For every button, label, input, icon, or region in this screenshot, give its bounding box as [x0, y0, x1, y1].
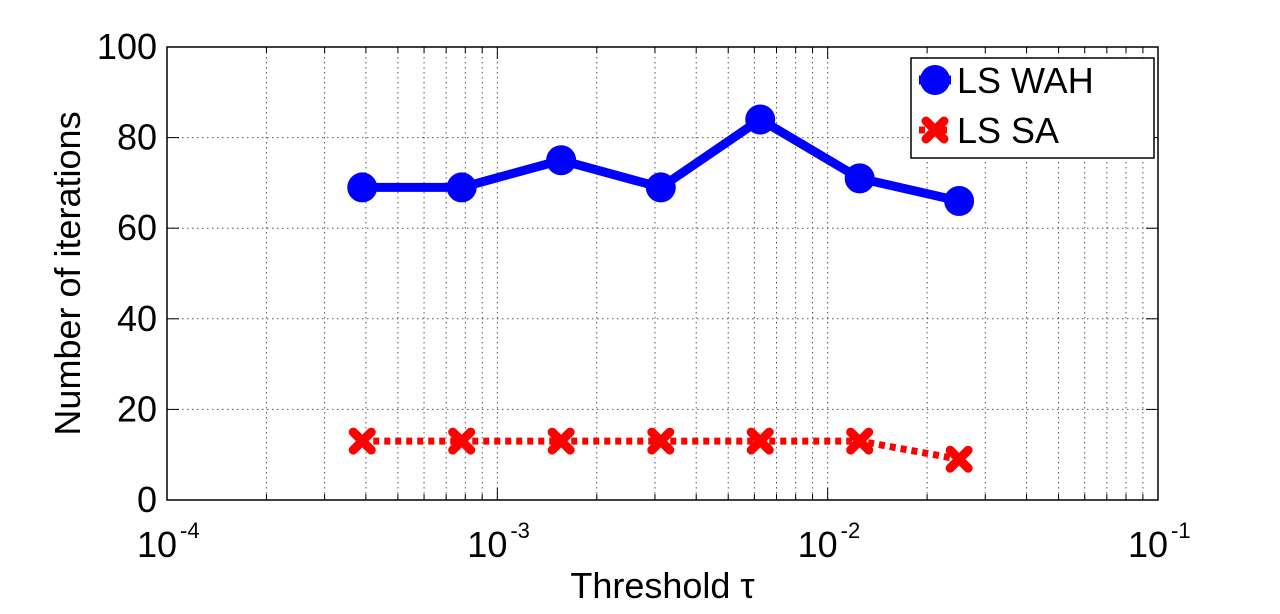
data-point	[921, 116, 949, 144]
y-tick-label: 80	[117, 117, 157, 158]
data-point-stroke	[448, 427, 476, 455]
data-point	[746, 427, 774, 455]
x-tick-label: 10	[137, 524, 177, 565]
y-tick-label: 40	[117, 298, 157, 339]
data-point	[945, 445, 973, 473]
legend-label: LS WAH	[957, 60, 1094, 101]
data-point	[647, 427, 675, 455]
data-point	[846, 427, 874, 455]
y-tick-label: 0	[137, 479, 157, 520]
data-point	[745, 104, 776, 135]
y-tick-label: 100	[97, 26, 157, 67]
x-axis-title: Threshold τ	[570, 565, 754, 606]
x-tick-label: 10	[467, 524, 507, 565]
data-point-stroke	[348, 427, 376, 455]
data-point	[448, 427, 476, 455]
plot-area-frame	[166, 46, 1159, 501]
data-point-stroke	[945, 445, 973, 473]
data-point	[446, 172, 477, 203]
x-tick-label-exponent: -4	[180, 518, 200, 543]
y-tick-label: 20	[117, 388, 157, 429]
data-point	[547, 427, 575, 455]
y-tick-label: 60	[117, 207, 157, 248]
legend-label: LS SA	[957, 110, 1059, 151]
x-tick-label-exponent: -2	[841, 518, 861, 543]
series-ls-wah	[347, 104, 975, 217]
data-point-stroke	[547, 427, 575, 455]
data-point-stroke	[647, 427, 675, 455]
y-axis-title: Number of iterations	[47, 111, 88, 435]
legend: LS WAH LS SA	[910, 57, 1155, 159]
data-point	[944, 186, 975, 217]
data-point-stroke	[746, 427, 774, 455]
x-tick-label: 10	[1128, 524, 1168, 565]
x-tick-label-exponent: -1	[1171, 518, 1191, 543]
data-point	[546, 145, 577, 176]
series-ls-sa	[348, 427, 973, 473]
data-point-stroke	[921, 116, 949, 144]
legend-box	[910, 57, 1155, 159]
x-tick-label: 10	[798, 524, 838, 565]
x-tick-label-exponent: -3	[510, 518, 530, 543]
data-point	[348, 427, 376, 455]
data-point	[844, 163, 875, 194]
data-point-stroke	[846, 427, 874, 455]
data-point	[347, 172, 378, 203]
series-layer	[347, 104, 975, 473]
data-point	[920, 65, 950, 95]
data-point	[645, 172, 676, 203]
